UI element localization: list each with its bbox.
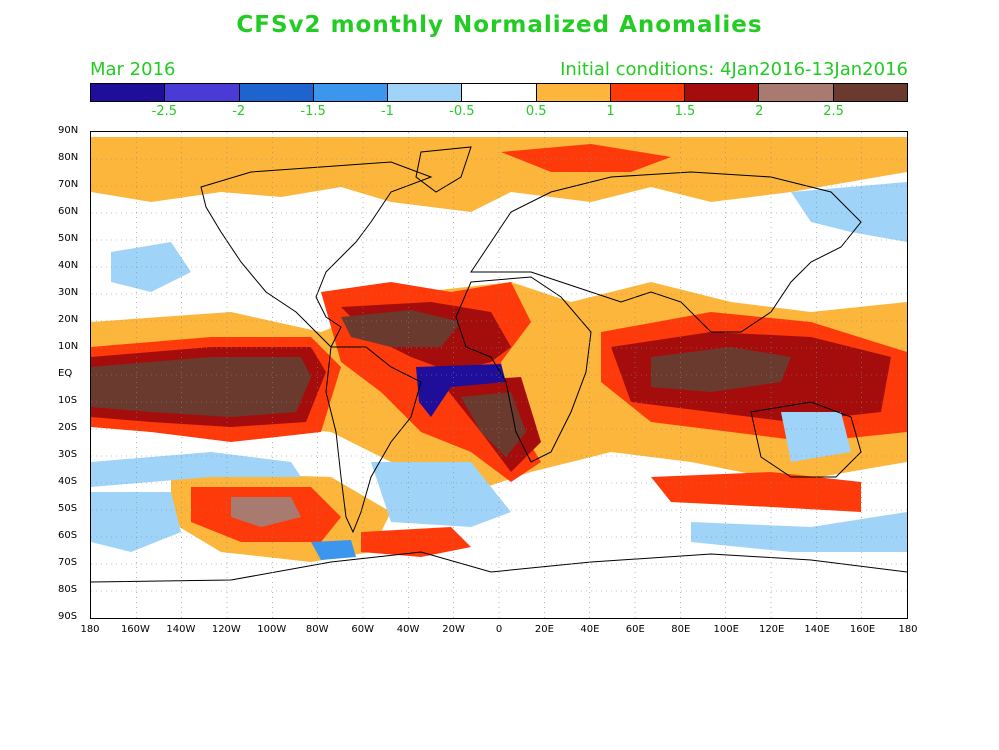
longitude-label: 120W <box>211 624 241 635</box>
anomaly-region-blue-gulf-guinea <box>416 364 506 417</box>
anomaly-region-lightblue-australia <box>781 412 851 462</box>
color-swatch <box>833 84 907 101</box>
latitude-label: 30N <box>58 287 79 298</box>
longitude-label: 100W <box>257 624 287 635</box>
color-scale-label: 1.5 <box>674 104 696 119</box>
color-swatch <box>610 84 686 101</box>
longitude-label: 0 <box>495 624 503 635</box>
latitude-label: 10N <box>58 341 79 352</box>
color-swatch <box>462 84 537 101</box>
anomaly-region-brown-south-pacific <box>231 497 301 527</box>
outline-south-america <box>325 346 422 534</box>
latitude-label: EQ <box>58 368 73 379</box>
latitude-label: 20N <box>58 314 79 325</box>
latitude-label: 50S <box>58 503 78 514</box>
anomaly-region-lightblue-southern-ocean <box>91 492 181 552</box>
color-swatch <box>685 84 760 101</box>
latitude-label: 90S <box>58 611 78 622</box>
anomaly-region-red-arctic <box>501 144 671 172</box>
color-scale-bar <box>90 83 908 102</box>
longitude-label: 60W <box>351 624 374 635</box>
latitude-label: 40N <box>58 260 79 271</box>
anomaly-map <box>90 131 908 619</box>
longitude-label: 40W <box>396 624 420 635</box>
longitude-label: 160W <box>120 624 150 635</box>
longitude-label: 140W <box>166 624 196 635</box>
color-scale-label: 2 <box>755 104 764 119</box>
color-scale-label: -1 <box>380 104 394 119</box>
latitude-label: 80S <box>58 584 78 595</box>
latitude-label: 70S <box>58 557 78 568</box>
color-swatch <box>239 84 314 101</box>
anomaly-region-brown-south-atlantic <box>461 392 526 457</box>
outline-greenland <box>415 146 472 193</box>
anomaly-fields <box>91 137 907 562</box>
longitude-label: 140E <box>804 624 830 635</box>
outline-north-america <box>200 161 433 348</box>
color-scale-label: -2 <box>232 104 246 119</box>
forecast-period: Mar 2016 <box>90 59 176 80</box>
latitude-label: 90N <box>58 125 79 136</box>
anomaly-region-blue-antarctic <box>311 540 356 560</box>
anomaly-region-red-southern <box>361 527 471 557</box>
outline-africa <box>455 276 592 463</box>
anomaly-region-lightblue-southern-ocean-2 <box>371 462 511 527</box>
longitude-label: 80E <box>671 624 691 635</box>
latitude-label: 10S <box>58 395 78 406</box>
color-swatch <box>536 84 611 101</box>
latitude-label: 60S <box>58 530 78 541</box>
color-scale-label: 1 <box>606 104 615 119</box>
latitude-label: 40S <box>58 476 78 487</box>
color-scale-label: -1.5 <box>300 104 326 119</box>
outline-eurasia <box>470 171 862 333</box>
longitude-label: 20E <box>534 624 554 635</box>
anomaly-region-lightblue-south-pacific <box>91 452 301 487</box>
latitude-label: 20S <box>58 422 78 433</box>
anomaly-region-brown-indian <box>651 347 791 392</box>
latitude-label: 50N <box>58 233 79 244</box>
anomaly-region-lightblue-south-east <box>691 512 907 552</box>
latitude-label: 30S <box>58 449 78 460</box>
anomaly-region-brown-pacific <box>91 357 311 417</box>
latitude-label: 80N <box>58 152 79 163</box>
color-swatch <box>165 84 240 101</box>
color-swatch <box>313 84 389 101</box>
longitude-label: 180 <box>898 624 918 635</box>
map-title: CFSv2 monthly Normalized Anomalies <box>236 12 763 38</box>
anomaly-map-svg <box>91 132 907 618</box>
initial-conditions: Initial conditions: 4Jan2016-13Jan2016 <box>560 59 908 80</box>
longitude-label: 160E <box>849 624 876 635</box>
color-swatch <box>759 84 834 101</box>
color-scale-label: 0.5 <box>525 104 547 119</box>
color-swatch <box>388 84 463 101</box>
color-swatch <box>91 84 166 101</box>
longitude-label: 80W <box>305 624 329 635</box>
color-scale-label: -2.5 <box>151 104 178 119</box>
longitude-label: 40E <box>580 624 600 635</box>
color-scale-label: -0.5 <box>449 104 475 119</box>
longitude-label: 180 <box>80 624 100 635</box>
longitude-label: 100E <box>713 624 739 635</box>
anomaly-region-lightblue-east <box>791 182 907 242</box>
longitude-label: 60E <box>625 624 645 635</box>
longitude-label: 20W <box>442 624 465 635</box>
latitude-label: 60N <box>58 206 79 217</box>
grid-lines <box>91 132 907 618</box>
longitude-label: 120E <box>758 624 785 635</box>
latitude-label: 70N <box>58 179 79 190</box>
anomaly-region-brown-atlantic <box>341 310 461 347</box>
outline-antarctica <box>91 551 907 583</box>
color-scale-labels: -2.5 -2 -1.5 -1 -0.5 0.5 1 1.5 2 2.5 <box>90 104 908 120</box>
outline-australia <box>750 401 862 478</box>
anomaly-region-north-orange <box>91 137 907 212</box>
color-scale-label: 2.5 <box>823 104 844 119</box>
anomaly-region-red-australia-south <box>651 472 861 512</box>
continent-outlines <box>91 146 907 583</box>
